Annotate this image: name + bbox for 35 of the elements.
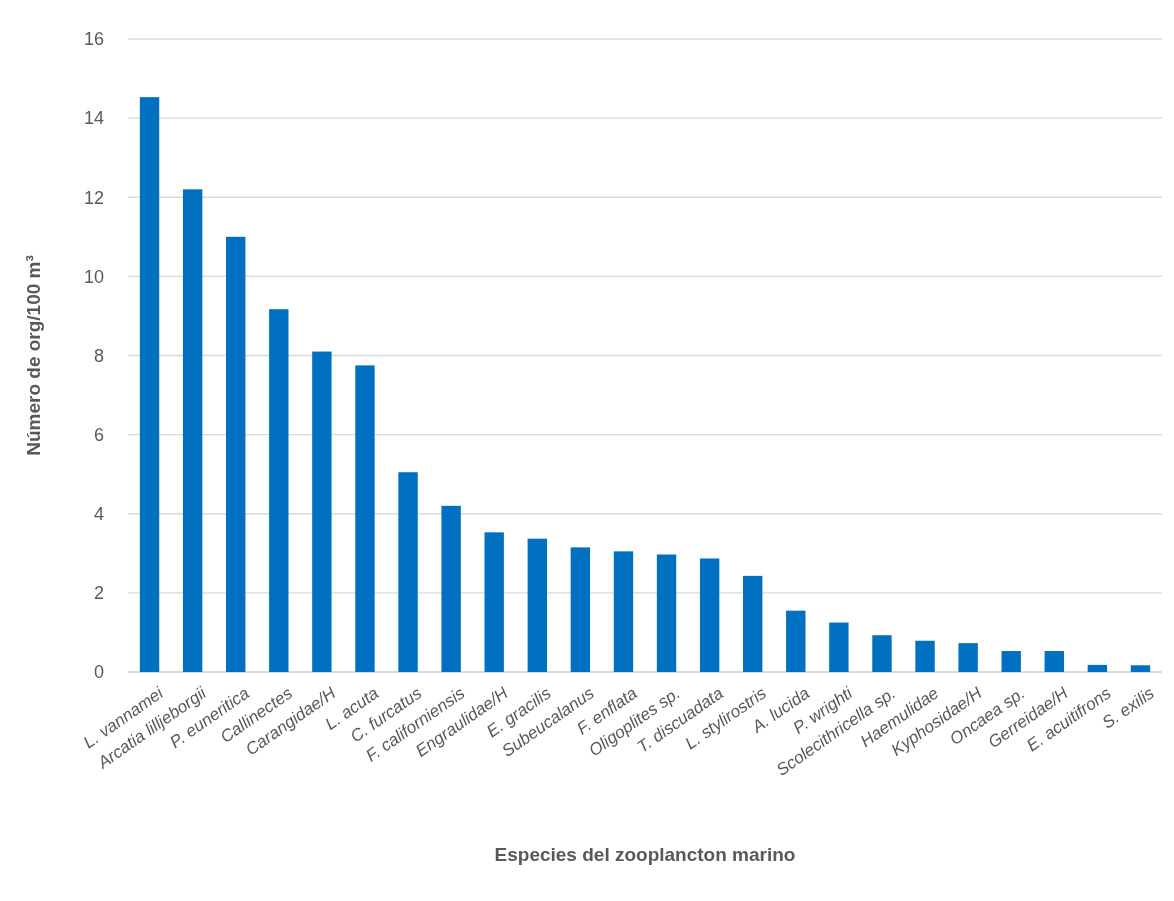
bar	[182, 189, 203, 672]
bar	[743, 575, 763, 672]
bar	[398, 472, 418, 672]
y-axis-title: Número de org/100 m³	[23, 255, 44, 456]
bar	[1130, 665, 1151, 672]
bar	[269, 309, 289, 672]
bar	[1087, 664, 1108, 672]
bar	[226, 236, 246, 672]
x-axis-title: Especies del zooplancton marino	[494, 844, 796, 865]
bar	[312, 351, 332, 672]
y-tick-label: 0	[93, 662, 104, 683]
bar	[829, 622, 849, 672]
bar	[484, 532, 504, 672]
bar	[699, 558, 720, 672]
bar	[355, 365, 375, 672]
bar	[139, 97, 160, 672]
bar	[656, 554, 677, 672]
y-tick-label: 2	[93, 583, 104, 604]
bar	[570, 547, 591, 672]
y-tick-label: 12	[83, 187, 104, 208]
bar	[441, 505, 461, 672]
bar	[958, 643, 978, 672]
bar	[1044, 651, 1064, 672]
bar	[1001, 651, 1021, 672]
bar	[872, 635, 892, 672]
bar	[527, 538, 547, 672]
y-tick-label: 8	[93, 345, 104, 366]
bar	[915, 640, 935, 672]
bar	[786, 610, 806, 672]
y-tick-label: 4	[93, 504, 104, 525]
y-tick-label: 14	[83, 108, 104, 129]
y-tick-label: 10	[83, 266, 104, 287]
y-tick-label: 16	[83, 29, 104, 50]
y-tick-label: 6	[93, 424, 104, 445]
bar	[613, 551, 634, 672]
